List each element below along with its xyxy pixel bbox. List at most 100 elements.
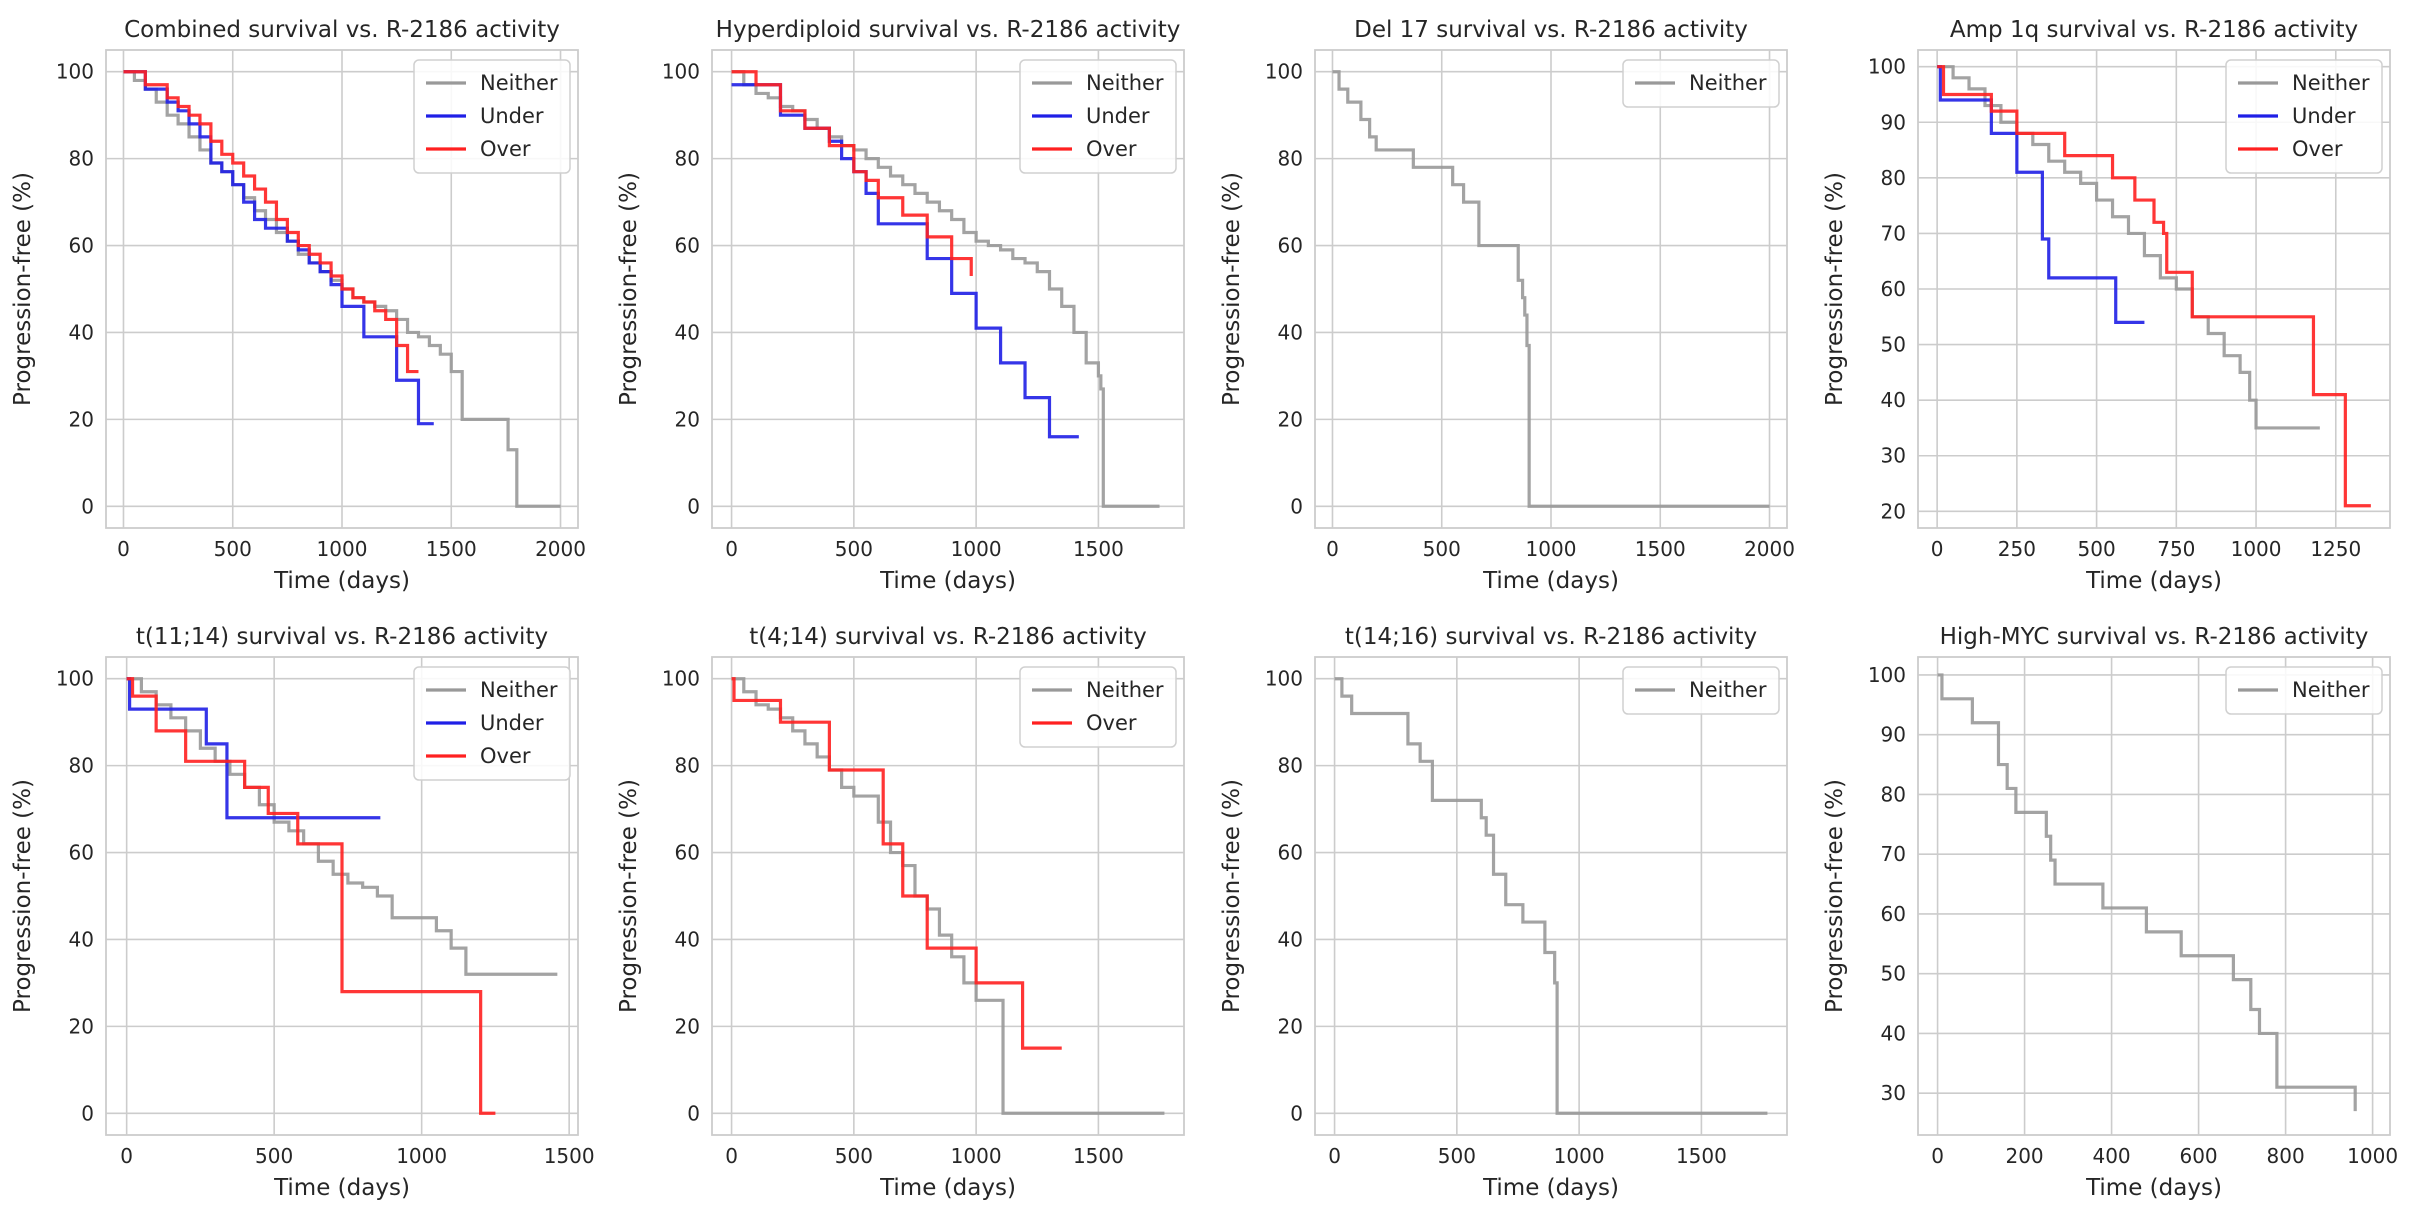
x-tick-label: 1000 xyxy=(317,537,368,561)
legend: Neither Under Over xyxy=(413,59,571,174)
chart-title: Hyperdiploid survival vs. R-2186 activit… xyxy=(716,17,1181,43)
legend-label-over: Over xyxy=(2292,137,2343,161)
legend-label-neither: Neither xyxy=(1689,678,1767,702)
y-tick-label: 60 xyxy=(69,841,94,865)
x-tick-label: 1500 xyxy=(1073,537,1124,561)
y-tick-label: 20 xyxy=(1278,1014,1303,1038)
y-tick-label: 80 xyxy=(675,754,700,778)
series-line-over xyxy=(731,677,1062,1050)
y-tick-label: 20 xyxy=(1278,407,1303,431)
y-axis-label: Progression-free (%) xyxy=(1219,172,1245,406)
y-tick-label: 40 xyxy=(1278,320,1303,344)
x-axis-label: Time (days) xyxy=(879,1175,1016,1201)
x-tick-label: 2000 xyxy=(535,537,586,561)
series-line-neither xyxy=(126,677,558,976)
y-tick-label: 80 xyxy=(1278,754,1303,778)
y-tick-label: 90 xyxy=(1881,723,1906,747)
legend: Neither xyxy=(1622,59,1780,108)
y-tick-label: 40 xyxy=(69,927,94,951)
x-tick-label: 1500 xyxy=(426,537,477,561)
y-axis-label: Progression-free (%) xyxy=(10,779,36,1013)
y-tick-label: 80 xyxy=(1881,782,1906,806)
legend-label-neither: Neither xyxy=(2292,678,2370,702)
y-tick-label: 20 xyxy=(675,1014,700,1038)
legend-frame xyxy=(2225,666,2383,715)
y-tick-label: 20 xyxy=(69,1014,94,1038)
chart-panel-1: 0 500 1000 1500 2000 0 20 40 60 80 100 Combined sur… xyxy=(10,17,586,594)
y-tick-label: 30 xyxy=(1881,1081,1906,1105)
y-tick-label: 20 xyxy=(69,407,94,431)
y-tick-label: 100 xyxy=(56,667,94,691)
y-tick-label: 20 xyxy=(675,407,700,431)
legend-label-under: Under xyxy=(2292,104,2356,128)
y-tick-label: 80 xyxy=(1278,147,1303,171)
y-axis-label: Progression-free (%) xyxy=(616,172,642,406)
legend-label-neither: Neither xyxy=(1086,71,1164,95)
x-tick-label: 1000 xyxy=(951,537,1002,561)
y-tick-label: 60 xyxy=(1881,277,1906,301)
chart-title: t(4;14) survival vs. R-2186 activity xyxy=(749,624,1147,650)
y-tick-label: 100 xyxy=(662,667,700,691)
series-line-neither xyxy=(1937,673,2357,1112)
x-tick-label: 0 xyxy=(1326,537,1339,561)
plot-frame xyxy=(1314,49,1788,529)
x-tick-label: 1500 xyxy=(1676,1144,1727,1168)
y-tick-label: 0 xyxy=(81,1101,94,1125)
y-tick-label: 80 xyxy=(69,754,94,778)
y-tick-label: 40 xyxy=(1278,927,1303,951)
x-tick-label: 1500 xyxy=(1073,1144,1124,1168)
y-tick-label: 40 xyxy=(1881,1021,1906,1045)
chart-panel-2: 0 500 1000 1500 0 20 40 60 80 100 Hyperdiploid sur… xyxy=(616,17,1185,594)
x-axis-label: Time (days) xyxy=(2085,568,2222,594)
legend: Neither Under Over xyxy=(413,666,571,781)
legend: Neither Under Over xyxy=(1019,59,1177,174)
x-tick-label: 1000 xyxy=(951,1144,1002,1168)
legend-label-under: Under xyxy=(480,104,544,128)
y-tick-label: 100 xyxy=(662,60,700,84)
x-tick-label: 500 xyxy=(1438,1144,1476,1168)
legend-label-under: Under xyxy=(480,711,544,735)
series-line-over xyxy=(731,70,973,276)
y-tick-label: 0 xyxy=(687,1101,700,1125)
legend-frame xyxy=(413,666,571,781)
legend-label-neither: Neither xyxy=(480,678,558,702)
y-tick-label: 50 xyxy=(1881,962,1906,986)
chart-panel-7: 0 500 1000 1500 0 20 40 60 80 100 t(14;16) surviva… xyxy=(1219,624,1788,1201)
x-tick-label: 1000 xyxy=(2231,537,2282,561)
plot-frame xyxy=(1917,49,2391,529)
y-tick-label: 100 xyxy=(1265,60,1303,84)
series-line-over xyxy=(126,677,496,1115)
y-axis-label: Progression-free (%) xyxy=(1822,172,1848,406)
series-line-neither xyxy=(1332,70,1770,508)
plot-frame xyxy=(711,49,1185,529)
y-axis-label: Progression-free (%) xyxy=(616,779,642,1013)
x-axis-label: Time (days) xyxy=(1482,568,1619,594)
y-tick-label: 60 xyxy=(1278,841,1303,865)
y-tick-label: 60 xyxy=(675,841,700,865)
x-tick-label: 500 xyxy=(255,1144,293,1168)
legend-label-over: Over xyxy=(1086,137,1137,161)
y-tick-label: 30 xyxy=(1881,444,1906,468)
chart-title: Amp 1q survival vs. R-2186 activity xyxy=(1950,17,2358,43)
legend-label-over: Over xyxy=(480,744,531,768)
x-tick-label: 750 xyxy=(2157,537,2195,561)
x-tick-label: 1250 xyxy=(2310,537,2361,561)
plot-frame xyxy=(1314,656,1788,1136)
x-tick-label: 1500 xyxy=(544,1144,595,1168)
y-tick-label: 60 xyxy=(675,234,700,258)
chart-panel-3: 0 500 1000 1500 2000 0 20 40 60 80 100 Del 17 survi… xyxy=(1219,17,1795,594)
y-axis-label: Progression-free (%) xyxy=(1822,779,1848,1013)
x-tick-label: 1000 xyxy=(1526,537,1577,561)
x-tick-label: 0 xyxy=(1328,1144,1341,1168)
chart-panel-5: 0 500 1000 1500 0 20 40 60 80 100 t(11;14) surviva… xyxy=(10,624,595,1201)
chart-panel-6: 0 500 1000 1500 0 20 40 60 80 100 t(4;14) survival… xyxy=(616,624,1185,1201)
legend-frame xyxy=(1622,666,1780,715)
x-tick-label: 1000 xyxy=(396,1144,447,1168)
x-tick-label: 500 xyxy=(835,1144,873,1168)
chart-panel-4: 0 250 500 750 1000 1250 20 30 40 50 60 70 80 90 100 Amp… xyxy=(1822,17,2391,594)
x-tick-label: 600 xyxy=(2179,1144,2217,1168)
legend-label-neither: Neither xyxy=(1086,678,1164,702)
y-tick-label: 0 xyxy=(1290,1101,1303,1125)
chart-title: t(14;16) survival vs. R-2186 activity xyxy=(1345,624,1757,650)
